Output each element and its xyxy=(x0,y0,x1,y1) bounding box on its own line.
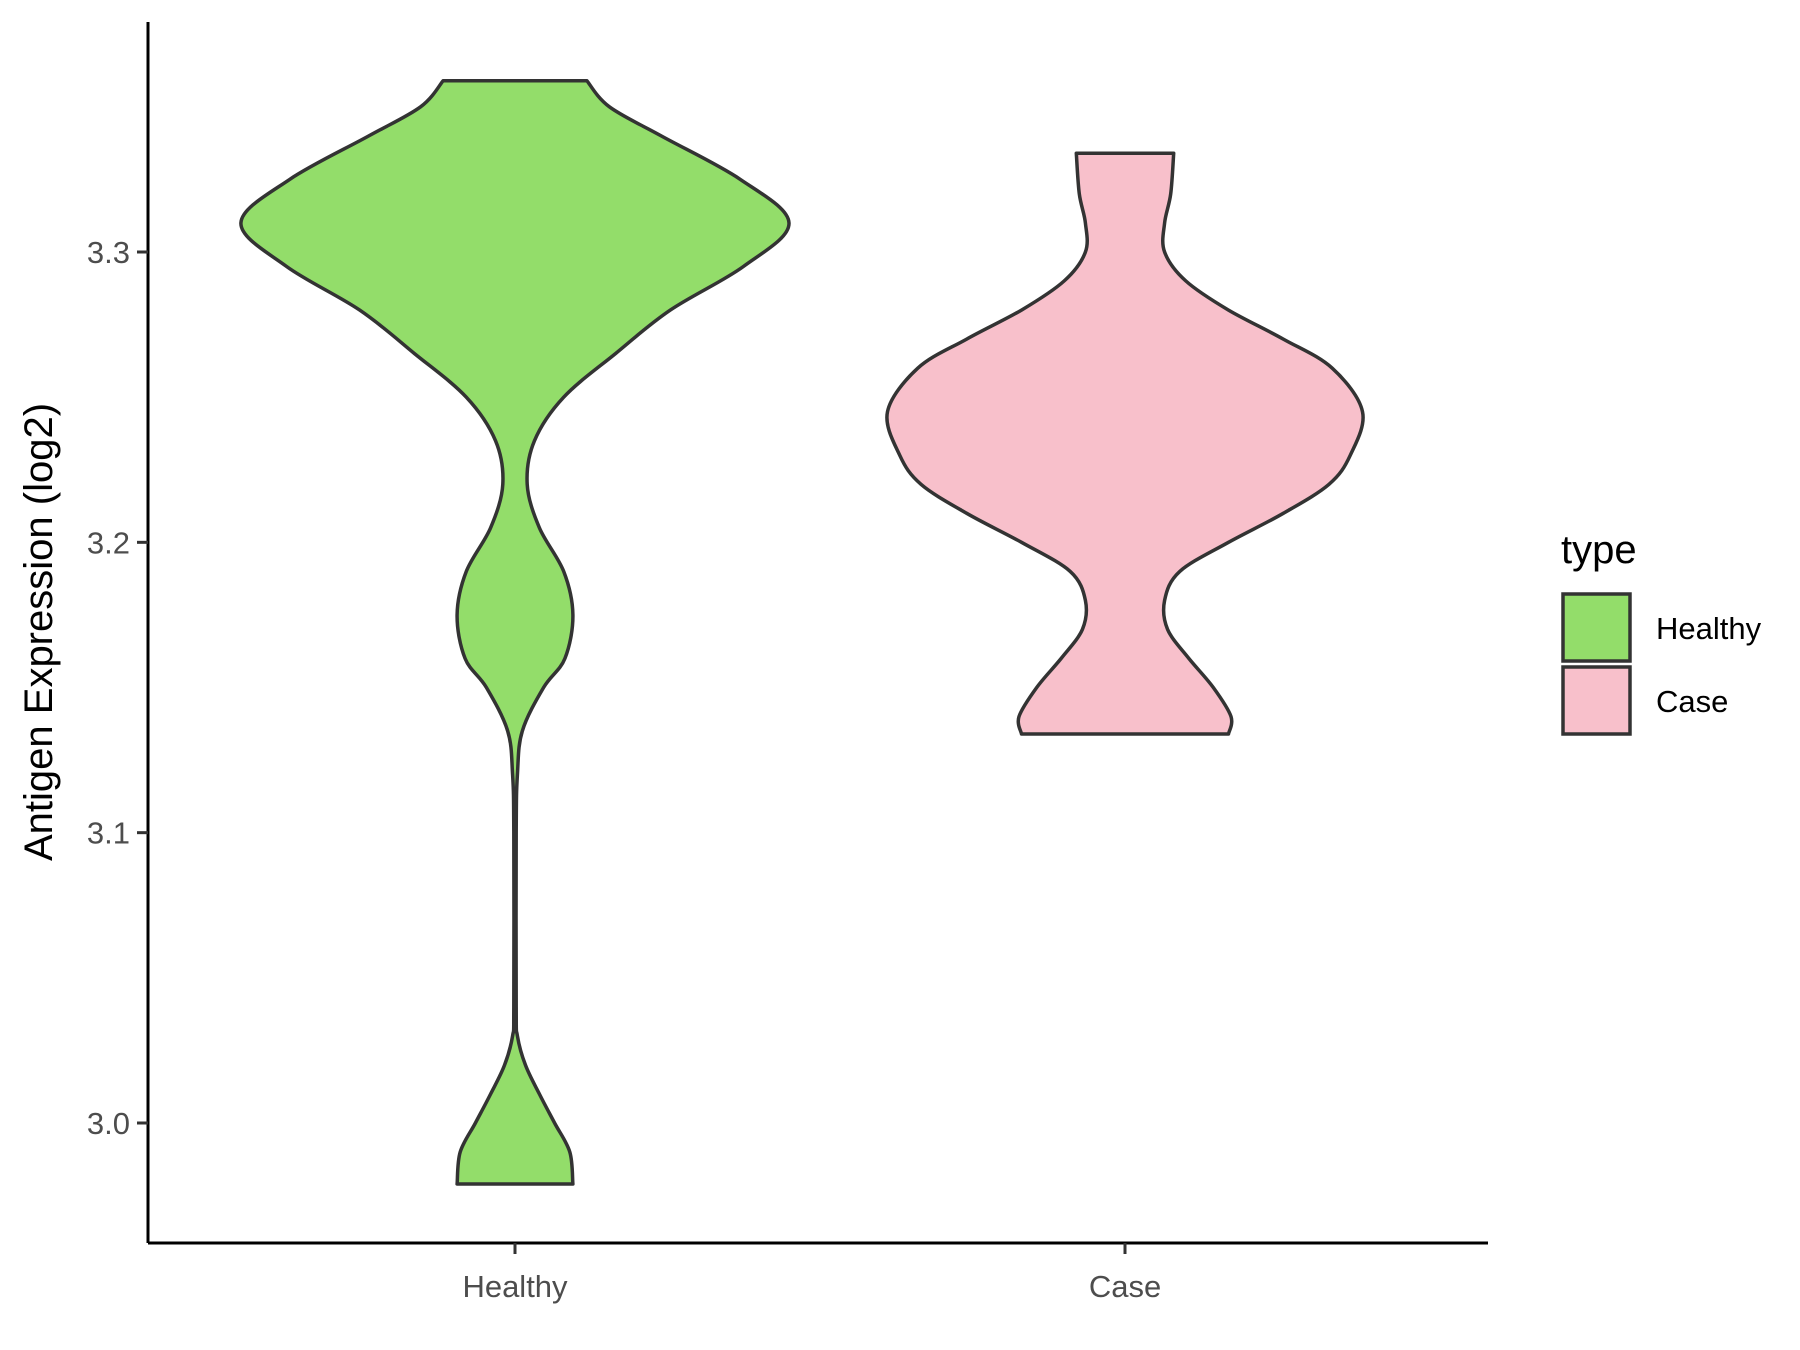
violin-case xyxy=(885,151,1365,736)
legend-key-case xyxy=(1561,665,1632,736)
violin-healthy xyxy=(239,78,791,1186)
y-axis-ticks: 3.0 3.1 3.2 3.3 xyxy=(87,235,148,1141)
y-tick-label: 3.0 xyxy=(87,1106,130,1141)
x-tick-label: Healthy xyxy=(462,1269,568,1304)
legend-label: Healthy xyxy=(1656,611,1762,646)
legend-label: Case xyxy=(1656,684,1728,719)
legend-title: type xyxy=(1561,528,1637,572)
x-axis-ticks: Healthy Case xyxy=(462,1243,1161,1304)
legend-key-healthy xyxy=(1561,592,1632,663)
y-tick-label: 3.1 xyxy=(87,816,130,851)
legend: type Healthy Case xyxy=(1561,528,1762,736)
x-tick-label: Case xyxy=(1089,1269,1161,1304)
y-tick-label: 3.2 xyxy=(87,525,130,560)
y-tick-label: 3.3 xyxy=(87,235,130,270)
violin-layer xyxy=(239,78,1365,1186)
y-axis-title: Antigen Expression (log2) xyxy=(17,403,61,861)
